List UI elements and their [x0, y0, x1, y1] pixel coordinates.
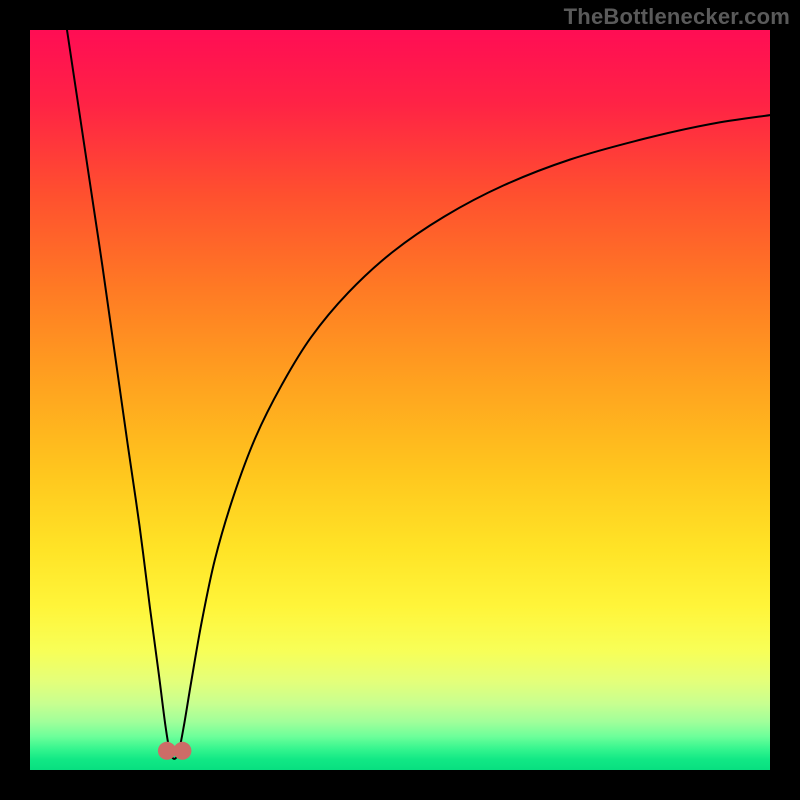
optimum-marker-left-dot [158, 742, 176, 760]
bottleneck-chart [0, 0, 800, 800]
optimum-marker-right-dot [173, 742, 191, 760]
plot-background [30, 30, 770, 770]
watermark-text: TheBottlenecker.com [564, 4, 790, 30]
figure-root: TheBottlenecker.com [0, 0, 800, 800]
